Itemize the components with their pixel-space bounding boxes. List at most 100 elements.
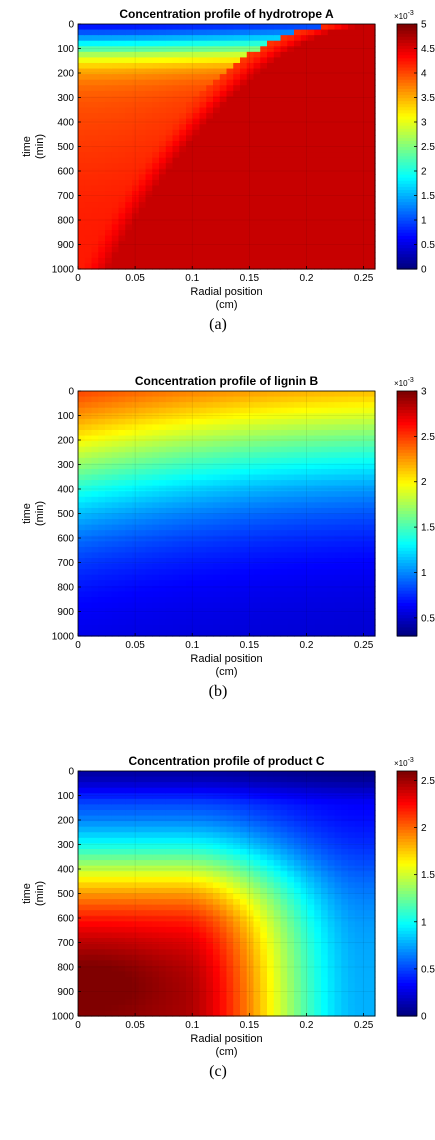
heatmap-cell [105,921,113,928]
heatmap-cell [341,96,349,103]
heatmap-cell [84,496,93,503]
heatmap-cell [105,241,113,248]
heatmap-cell [246,413,255,420]
heatmap-cell [213,424,221,431]
heatmap-cell [246,591,255,598]
heatmap-cell [145,921,153,928]
heatmap-cell [186,524,194,531]
heatmap-cell [321,429,329,437]
heatmap-cell [273,507,282,515]
heatmap-cell [152,893,160,900]
heatmap-cell [240,418,248,426]
heatmap-cell [348,79,356,86]
heatmap-cell [98,915,106,922]
heatmap-cell [361,585,369,593]
heatmap-cell [206,207,214,214]
heatmap-cell [138,832,147,839]
heatmap-cell [246,402,255,409]
heatmap-cell [240,507,248,515]
heatmap-cell [179,402,187,409]
heatmap-cell [219,90,228,97]
heatmap-cell [125,943,133,950]
heatmap-cell [287,457,295,464]
heatmap-cell [125,163,133,170]
heatmap-cell [300,569,309,576]
heatmap-cell [260,246,268,253]
colorbar-step [397,583,417,588]
heatmap-cell [300,513,309,520]
heatmap-cell [348,569,356,576]
colorbar-step [397,593,417,597]
heatmap-cell [260,441,268,448]
colorbar-step [397,161,417,166]
heatmap-cell [253,574,261,581]
colorbar-step [397,149,417,154]
heatmap-cell [354,446,363,453]
heatmap-cell [172,118,180,125]
heatmap-cell [334,124,342,131]
heatmap-cell [125,101,133,109]
heatmap-cell [240,468,248,476]
heatmap-cell [98,485,106,492]
heatmap-cell [341,224,349,231]
heatmap-cell [138,988,147,995]
heatmap-cell [314,424,322,431]
heatmap-cell [321,474,329,481]
heatmap-cell [118,235,126,242]
heatmap-cell [280,535,288,542]
heatmap-cell [118,96,126,103]
heatmap-cell [91,798,99,806]
heatmap-cell [327,574,336,581]
heatmap-cell [192,821,201,828]
heatmap-cell [246,218,255,226]
heatmap-cell [84,157,93,164]
heatmap-cell [105,837,113,844]
heatmap-cell [240,57,248,64]
heatmap-cell [186,407,194,414]
heatmap-cell [78,926,86,934]
heatmap-cell [192,624,201,632]
heatmap-cell [206,507,214,515]
heatmap-cell [294,524,302,531]
heatmap-cell [334,602,342,609]
heatmap-cell [314,546,322,554]
heatmap-cell [327,558,336,565]
heatmap-cell [314,46,322,53]
heatmap-cell [348,140,356,148]
heatmap-cell [152,40,160,47]
heatmap-cell [327,257,336,265]
heatmap-cell [294,257,302,265]
heatmap-cell [368,574,376,581]
heatmap-cell [233,129,241,136]
heatmap-cell [246,597,255,604]
heatmap-cell [132,999,140,1006]
heatmap-cell [105,124,113,131]
heatmap-cell [91,619,99,626]
heatmap-cell [226,391,234,398]
colorbar-step [397,128,417,132]
heatmap-cell [253,124,261,131]
heatmap-cell [280,29,288,36]
heatmap-cell [327,585,336,593]
heatmap-cell [361,157,369,164]
heatmap-cell [300,446,309,453]
heatmap-cell [192,535,201,542]
heatmap-cell [192,591,201,598]
heatmap-cell [152,202,160,209]
heatmap-cell [246,168,255,175]
heatmap-cell [159,954,167,961]
heatmap-cell [179,1010,187,1017]
heatmap-cell [132,574,140,581]
heatmap-cell [165,619,174,626]
heatmap-cell [199,563,207,570]
colorbar-step [397,207,417,212]
heatmap-cell [192,630,201,637]
colorbar-tick-label: 1 [421,216,427,227]
heatmap-cell [145,218,153,226]
heatmap-cell [206,463,214,470]
heatmap-cell [186,140,194,148]
heatmap-cell [327,402,336,409]
heatmap-cell [125,624,133,632]
heatmap-cell [368,418,376,426]
heatmap-cell [84,1004,93,1012]
